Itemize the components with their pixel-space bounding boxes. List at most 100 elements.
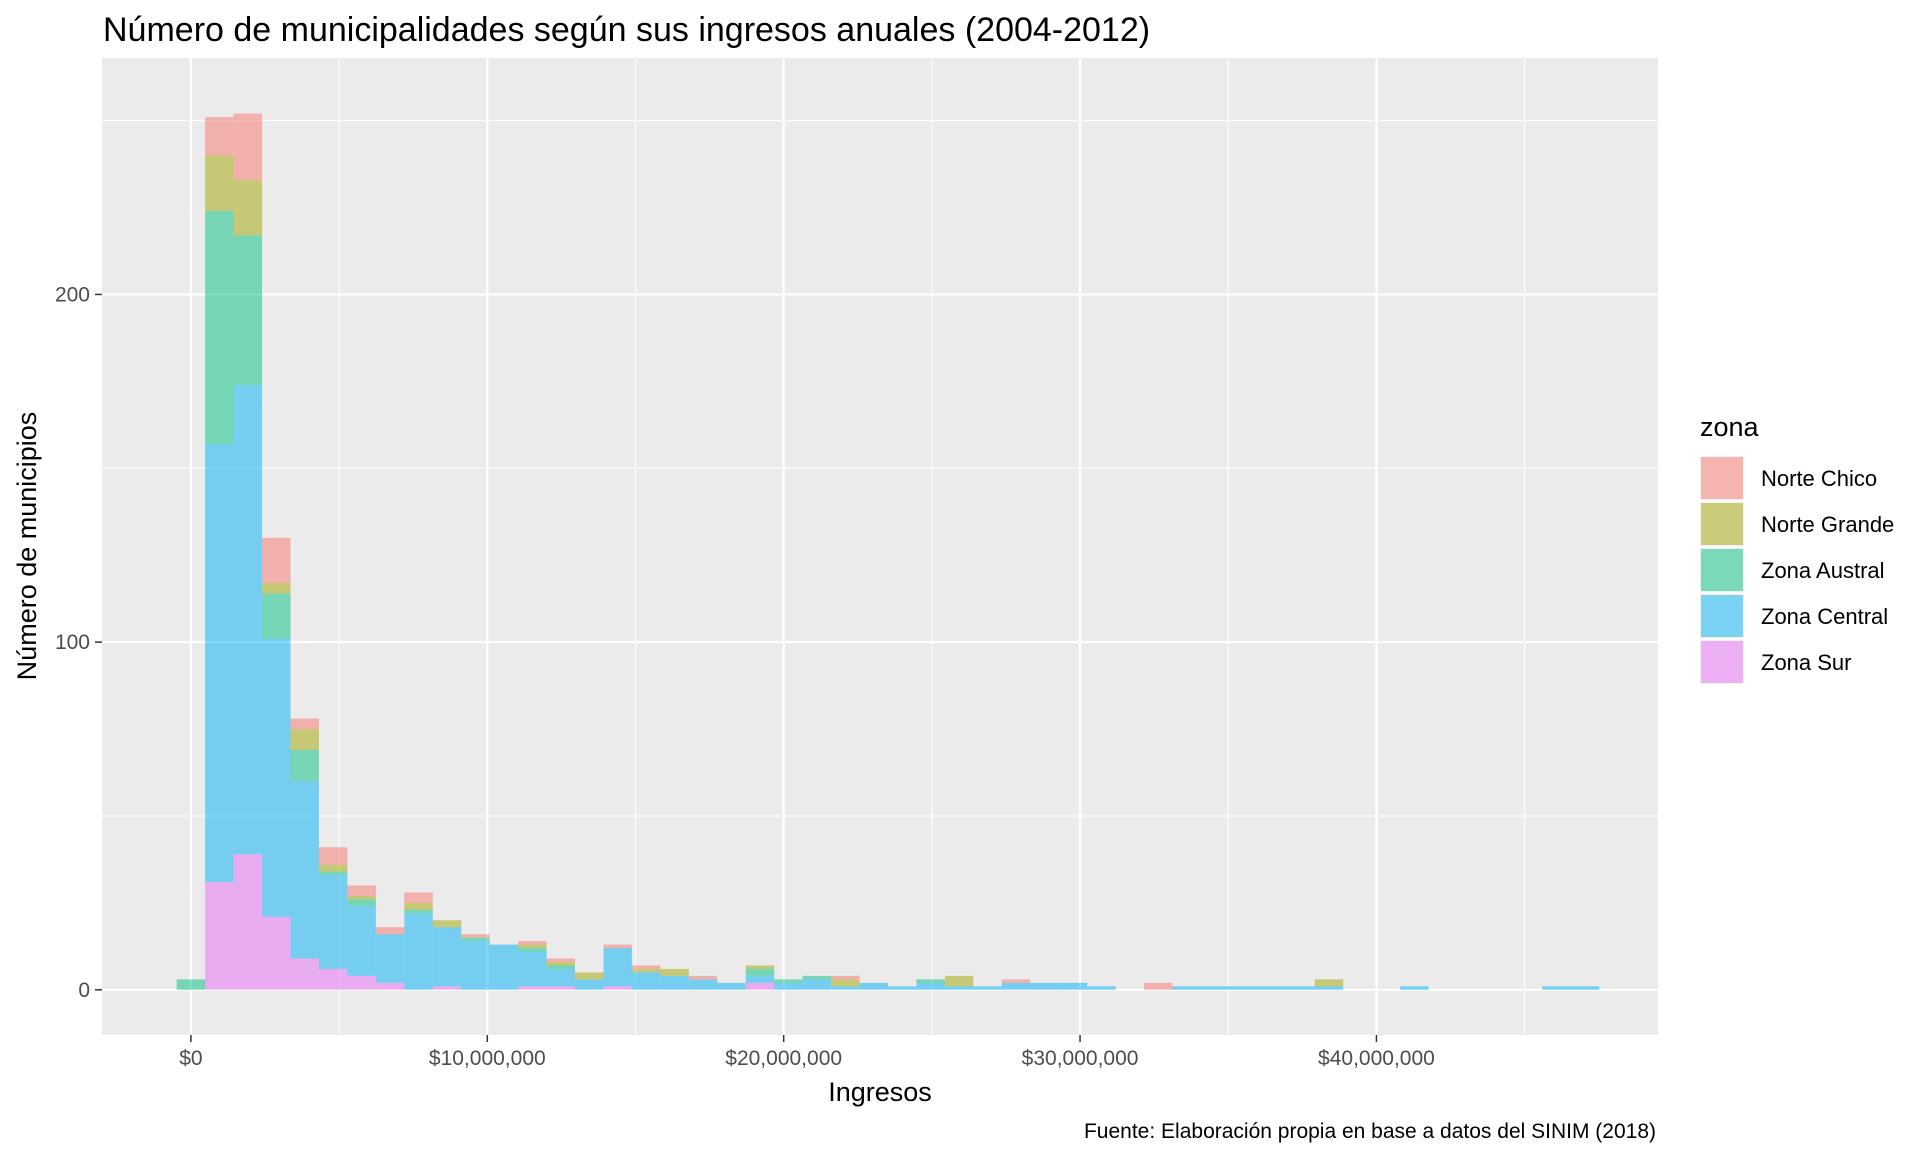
bar-zona-central <box>802 979 832 990</box>
histogram-bars <box>176 113 1600 990</box>
bar-norte-chico <box>688 975 718 980</box>
bar-norte-grande <box>290 729 319 750</box>
bar-zona-central <box>888 986 917 990</box>
bar-zona-austral <box>176 979 206 990</box>
bar-norte-grande <box>660 968 689 976</box>
bar-norte-grande <box>318 864 348 872</box>
bar-norte-chico <box>546 958 576 962</box>
bar-zona-central <box>518 951 547 987</box>
bar-norte-grande <box>745 965 775 969</box>
bar-zona-central <box>774 982 803 990</box>
bar-norte-grande <box>432 920 462 928</box>
bar-zona-central <box>717 982 746 990</box>
bar-zona-sur <box>603 986 632 990</box>
bar-norte-chico <box>461 934 490 938</box>
bar-zona-central <box>489 944 519 990</box>
bar-zona-sur <box>290 958 319 990</box>
bar-zona-central <box>233 384 263 855</box>
y-axis-title: Número de municipios <box>12 412 42 681</box>
bar-norte-grande <box>404 902 433 910</box>
chart-title: Número de municipalidades según sus ingr… <box>103 11 1150 49</box>
bar-zona-central <box>1087 986 1116 990</box>
bar-zona-central <box>404 913 433 990</box>
x-tick-label: $0 <box>179 1047 202 1070</box>
bar-zona-central <box>973 986 1002 990</box>
bar-norte-chico <box>1001 979 1031 983</box>
bar-norte-chico <box>603 944 632 949</box>
bar-zona-central <box>1570 986 1600 990</box>
legend-label-norte-chico: Norte Chico <box>1761 466 1877 491</box>
bar-zona-central <box>318 875 348 969</box>
legend-swatch-norte-chico <box>1701 457 1743 499</box>
bar-zona-austral <box>916 979 945 983</box>
bar-zona-austral <box>205 210 234 444</box>
bar-zona-central <box>1400 986 1429 990</box>
bar-zona-sur <box>546 986 576 990</box>
bar-zona-austral <box>546 965 576 969</box>
bar-norte-grande <box>233 179 263 236</box>
bar-norte-chico <box>518 941 547 945</box>
bar-norte-chico <box>233 113 263 180</box>
bar-zona-austral <box>347 899 376 907</box>
bar-norte-grande <box>831 979 860 987</box>
bar-norte-grande <box>631 968 661 973</box>
bar-zona-central <box>546 968 576 987</box>
bar-norte-chico <box>1144 982 1173 990</box>
y-tick-label: 100 <box>55 631 90 654</box>
bar-zona-austral <box>262 593 291 639</box>
bar-zona-central <box>1257 986 1287 990</box>
bar-zona-central <box>660 975 689 990</box>
x-tick-label: $20,000,000 <box>725 1047 842 1070</box>
y-tick-label: 0 <box>78 979 90 1002</box>
bar-zona-central <box>631 972 661 990</box>
bar-norte-grande <box>262 583 291 594</box>
bar-norte-chico <box>262 537 291 584</box>
bar-norte-chico <box>375 927 405 935</box>
bar-zona-central <box>262 638 291 917</box>
bar-zona-austral <box>290 749 319 782</box>
legend-swatch-zona-central <box>1701 595 1743 637</box>
bar-zona-central <box>1058 982 1088 990</box>
legend-label-zona-sur: Zona Sur <box>1761 650 1852 675</box>
legend-swatch-zona-sur <box>1701 641 1743 683</box>
bar-norte-grande <box>1314 979 1344 987</box>
legend-title: zona <box>1700 412 1760 442</box>
bar-norte-chico <box>318 847 348 865</box>
bar-zona-central <box>944 986 974 990</box>
bar-zona-central <box>1314 986 1344 990</box>
bar-norte-chico <box>631 965 661 969</box>
bar-zona-sur <box>233 854 263 990</box>
bar-zona-sur <box>518 986 547 990</box>
bar-zona-central <box>916 982 945 990</box>
bar-norte-grande <box>205 155 234 211</box>
legend-label-norte-grande: Norte Grande <box>1761 512 1894 537</box>
x-tick-label: $40,000,000 <box>1318 1047 1435 1070</box>
bar-norte-chico <box>290 718 319 730</box>
bar-zona-central <box>1200 986 1230 990</box>
bar-zona-central <box>688 979 718 990</box>
bar-norte-grande <box>518 944 547 949</box>
bar-zona-austral <box>802 975 832 980</box>
bar-zona-austral <box>774 979 803 983</box>
bar-zona-sur <box>347 975 376 990</box>
y-tick-label: 200 <box>55 283 90 306</box>
bar-zona-central <box>290 781 319 959</box>
bar-zona-sur <box>375 982 405 990</box>
bar-zona-central <box>347 906 376 976</box>
legend-swatch-norte-grande <box>1701 503 1743 545</box>
bar-zona-central <box>745 975 775 983</box>
source-caption: Fuente: Elaboración propia en base a dat… <box>1084 1120 1656 1143</box>
legend-swatch-zona-austral <box>1701 549 1743 591</box>
bar-zona-austral <box>233 235 263 385</box>
bar-norte-chico <box>831 975 860 980</box>
x-axis-title: Ingresos <box>828 1077 932 1107</box>
bar-zona-central <box>1001 982 1031 990</box>
bar-zona-austral <box>461 937 490 942</box>
bar-norte-chico <box>205 117 234 156</box>
bar-zona-austral <box>318 871 348 876</box>
bar-zona-central <box>831 986 860 990</box>
bar-norte-chico <box>404 892 433 903</box>
bar-zona-central <box>575 979 604 990</box>
legend-label-zona-central: Zona Central <box>1761 604 1888 629</box>
bar-zona-austral <box>404 909 433 914</box>
